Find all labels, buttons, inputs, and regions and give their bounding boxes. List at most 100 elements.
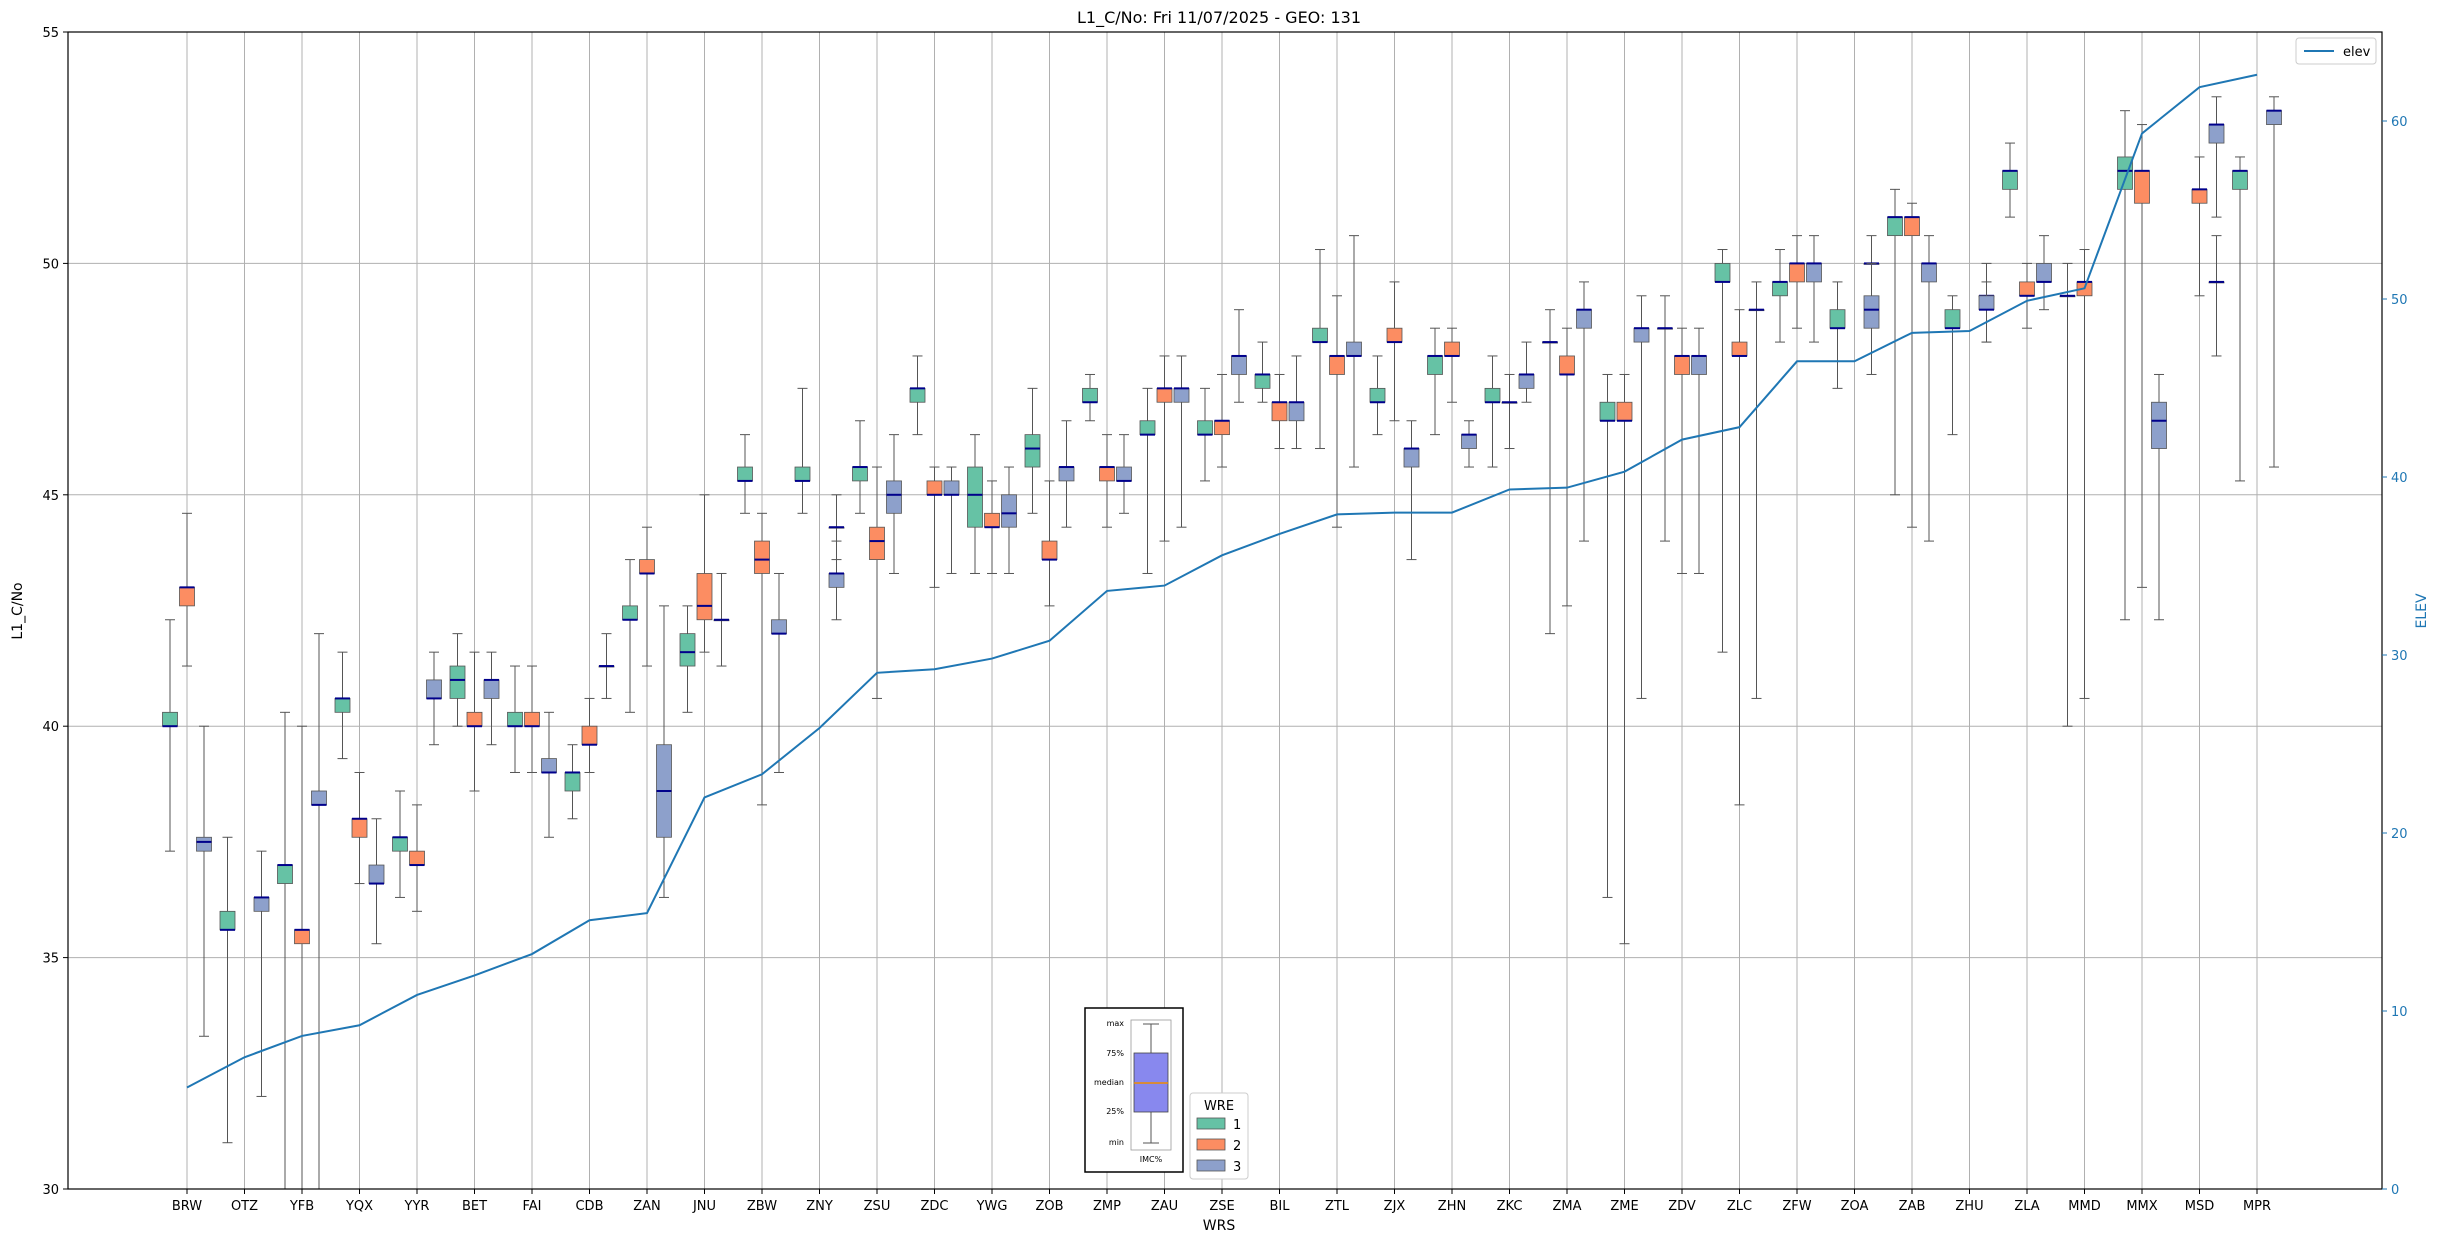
box-ZKC-wre1 — [1484, 355, 1501, 468]
box-iqr — [392, 836, 408, 852]
box-ZTL-wre1 — [1312, 249, 1328, 450]
box-YQX-wre3 — [368, 818, 385, 945]
right-axis: 0 10 20 30 40 50 60 — [2382, 115, 2408, 1198]
box-iqr — [162, 711, 178, 727]
box-ZAN-wre3 — [656, 605, 672, 898]
wre-legend-swatch-1 — [1196, 1117, 1226, 1130]
box-ZAB-wre1 — [1887, 188, 1903, 496]
box-JNU-wre1 — [679, 605, 696, 713]
box-ZOA-wre3 — [1863, 262, 1880, 375]
x-tick-label: ZMA — [1552, 1199, 1581, 1214]
box-iqr — [1254, 374, 1271, 389]
box-MMX-wre2 — [2134, 124, 2150, 588]
box-ZDC-wre2 — [926, 466, 943, 588]
x-tick-label: YQX — [345, 1199, 373, 1214]
box-iqr — [926, 480, 943, 496]
box-iqr — [1789, 262, 1805, 283]
elev-legend-label: elev — [2343, 45, 2371, 60]
box-ZNY-wre3 — [828, 494, 845, 561]
box-iqr — [1403, 448, 1420, 468]
box-iqr — [1139, 420, 1156, 436]
box-iqr — [253, 897, 270, 912]
x-tick-label: YWG — [976, 1199, 1008, 1214]
x-tick-label: ZDC — [921, 1199, 949, 1214]
box-iqr — [2002, 170, 2018, 190]
x-tick-label: MMD — [2068, 1199, 2100, 1214]
box-MPR-wre3 — [2266, 96, 2282, 468]
inset-label: max — [1107, 1019, 1125, 1028]
box-iqr — [2232, 170, 2248, 190]
box-iqr — [1099, 466, 1115, 482]
box-BRW-wre3 — [196, 725, 212, 1037]
box-CDB-wre1 — [564, 744, 581, 820]
wre-legend-swatch-2 — [1196, 1138, 1226, 1151]
x-tick-label: ZDV — [1668, 1199, 1696, 1214]
box-iqr — [1156, 387, 1173, 403]
box-iqr — [1863, 295, 1880, 329]
box-iqr — [351, 818, 368, 838]
x-tick-label: BRW — [172, 1199, 202, 1214]
box-ZSE-wre1 — [1197, 387, 1213, 482]
elev-series-line — [186, 73, 2258, 1089]
y2-tick-label: 20 — [2391, 827, 2408, 842]
box-iqr — [1484, 387, 1501, 403]
box-iqr — [622, 605, 638, 621]
box-iqr — [1829, 309, 1846, 329]
wre-legend-label-3: 3 — [1233, 1160, 1241, 1175]
box-ZHU-wre1 — [1944, 295, 1961, 436]
x-tick-label: ZLA — [2014, 1199, 2039, 1214]
box-iqr — [1731, 341, 1748, 357]
x-tick-label: ZSU — [864, 1199, 891, 1214]
box-ZAU-wre1 — [1139, 387, 1156, 574]
box-iqr — [1329, 355, 1345, 375]
box-iqr — [1518, 374, 1535, 389]
x-tick-label: ZBW — [747, 1199, 777, 1214]
box-iqr — [679, 633, 696, 667]
box-ZFW-wre1 — [1772, 249, 1788, 343]
box-iqr — [1904, 216, 1920, 237]
bottom-axis: BRW OTZ YFB YQX YYR BET FAI CDB ZAN JNU ZBW ZNY ZSU Z… — [172, 1189, 2271, 1214]
box-iqr — [967, 466, 983, 528]
box-ZOB-wre2 — [1041, 480, 1058, 607]
box-MPR-wre1 — [2232, 156, 2248, 482]
box-iqr — [1674, 355, 1690, 375]
box-MSD-wre3 — [2208, 235, 2225, 357]
box-ZNY-wre1 — [794, 387, 811, 514]
box-ZLA-wre2 — [2019, 262, 2035, 329]
box-ZJX-wre1 — [1369, 355, 1386, 436]
box-iqr — [1461, 434, 1477, 449]
wre-legend-title: WRE — [1204, 1099, 1234, 1114]
box-iqr — [2191, 188, 2208, 204]
box-OTZ-wre1 — [219, 836, 236, 1144]
x-tick-label: ZAB — [1899, 1199, 1926, 1214]
box-iqr — [1001, 494, 1017, 528]
box-FAI-wre2 — [524, 665, 540, 773]
box-FAI-wre3 — [541, 711, 557, 838]
box-YQX-wre2 — [351, 771, 368, 885]
box-ZBW-wre3 — [771, 572, 787, 773]
x-tick-label: ZSE — [1209, 1199, 1234, 1214]
box-ZSE-wre2 — [1214, 373, 1230, 468]
box-iqr — [1369, 387, 1386, 403]
box-ZMA-wre1 — [1542, 309, 1558, 635]
box-ZJX-wre2 — [1386, 281, 1403, 422]
y2-tick-label: 0 — [2391, 1183, 2399, 1198]
box-iqr — [869, 526, 885, 560]
box-YWG-wre1 — [967, 434, 983, 574]
box-ZJX-wre3 — [1403, 420, 1420, 561]
box-iqr — [754, 540, 770, 574]
x-tick-label: ZHU — [1955, 1199, 1983, 1214]
inset-caption: IMC% — [1140, 1155, 1163, 1164]
box-iqr — [1576, 309, 1592, 329]
box-iqr — [1772, 281, 1788, 297]
x-tick-label: JNU — [692, 1199, 716, 1214]
box-ZLA-wre3 — [2036, 235, 2052, 311]
wre-legend-swatch-3 — [1196, 1159, 1226, 1172]
box-ZSE-wre3 — [1231, 309, 1247, 403]
x-tick-label: MSD — [2185, 1199, 2214, 1214]
box-iqr — [2266, 110, 2282, 125]
box-ZTL-wre3 — [1346, 235, 1362, 468]
box-iqr — [2208, 124, 2225, 144]
box-iqr — [1616, 401, 1633, 422]
box-YYR-wre2 — [409, 804, 425, 912]
